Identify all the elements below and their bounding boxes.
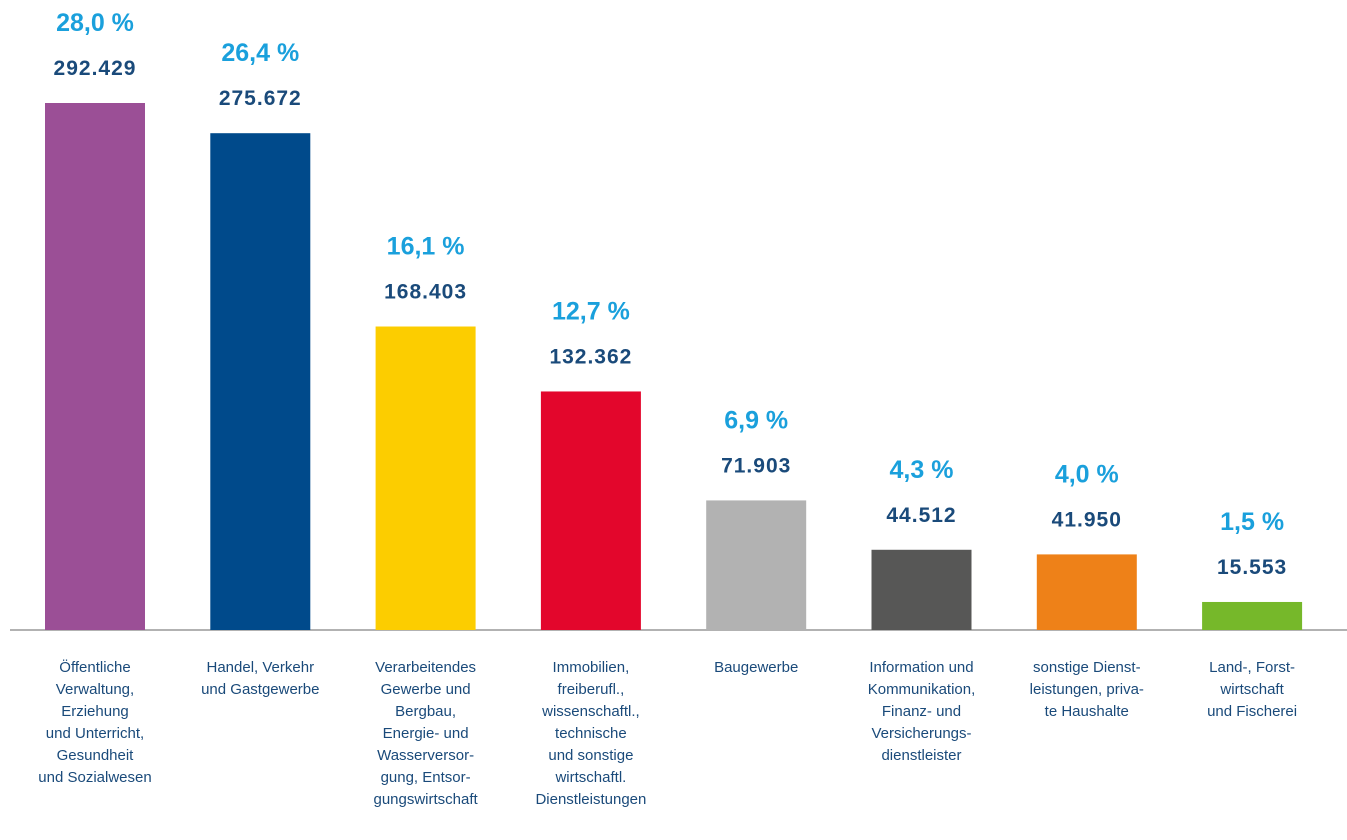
percent-label: 4,0 %: [1055, 460, 1119, 488]
bar: [871, 549, 972, 630]
percent-label: 4,3 %: [890, 456, 954, 484]
bar: [540, 391, 641, 630]
bar: [1202, 601, 1303, 630]
value-label: 41.950: [1052, 508, 1122, 531]
category-label: Verarbeitendes Gewerbe und Bergbau, Energie…: [373, 659, 478, 808]
percent-label: 16,1 %: [387, 233, 465, 261]
value-label: 15.553: [1217, 556, 1287, 579]
bar: [1036, 554, 1137, 630]
value-label: 275.672: [219, 87, 302, 110]
category-label: Handel, Verkehr und Gastgewerbe: [201, 659, 319, 698]
value-label: 168.403: [384, 281, 467, 304]
value-label: 71.903: [721, 454, 791, 477]
bar: [706, 500, 807, 630]
percent-label: 6,9 %: [724, 406, 788, 434]
percent-label: 12,7 %: [552, 297, 630, 325]
bar: [375, 326, 476, 630]
value-label: 132.362: [549, 345, 632, 368]
value-label: 292.429: [54, 57, 137, 80]
bar: [45, 103, 145, 630]
category-label: Öffentliche Verwaltung, Erziehung und Unter…: [38, 658, 151, 786]
percent-label: 26,4 %: [221, 39, 299, 67]
category-label: Information und Kommunikation, Finanz- und…: [868, 659, 976, 764]
category-label: sonstige Dienst-leistungen, priva-te Hau…: [1030, 659, 1144, 720]
category-label: Immobilien, freiberufl., wissenschaftl., te…: [535, 659, 646, 808]
category-label: Land-, Forst-wirtschaft und Fischerei: [1207, 659, 1297, 720]
percent-label: 28,0 %: [56, 9, 134, 37]
value-label: 44.512: [886, 504, 956, 527]
bar: [210, 133, 311, 630]
category-label: Baugewerbe: [714, 659, 798, 676]
percent-label: 1,5 %: [1220, 508, 1284, 536]
